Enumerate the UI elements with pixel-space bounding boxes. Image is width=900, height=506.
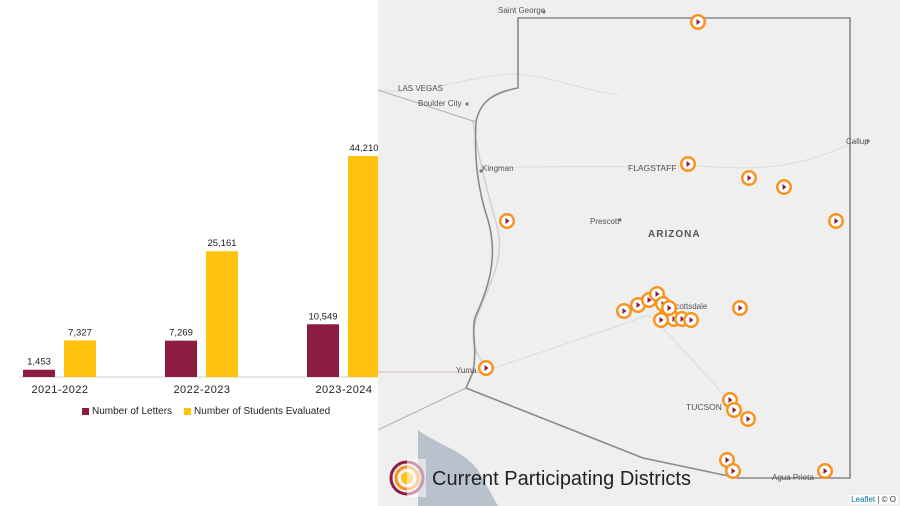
road-i8	[487, 314, 739, 411]
data-label: 1,453	[27, 357, 51, 368]
place-label: ARIZONA	[648, 229, 701, 240]
place-label: Kingman	[482, 164, 514, 173]
place-label: LAS VEGAS	[398, 84, 443, 93]
attribution-rest: | © O	[875, 495, 896, 504]
chart-legend: Number of Letters Number of Students Eva…	[82, 406, 330, 417]
map-title: Current Participating Districts	[432, 468, 691, 490]
district-marker-icon[interactable]	[661, 300, 677, 316]
district-marker-icon[interactable]	[726, 402, 742, 418]
state-border-nv	[378, 89, 477, 123]
data-label: 10,549	[308, 311, 337, 322]
leaflet-link[interactable]: Leaflet	[851, 495, 876, 504]
bar-chart-panel: 1,453 7,327 2021-2022 7,269 25,161 2022-2023 1…	[0, 118, 420, 428]
place-label: Saint George	[498, 6, 546, 15]
legend-item-letters: Number of Letters	[82, 406, 172, 417]
place-label: FLAGSTAFF	[628, 163, 677, 173]
map-attribution[interactable]: Leaflet | © O	[849, 495, 898, 504]
city-dot	[479, 169, 483, 173]
place-label: Boulder City	[418, 99, 462, 108]
district-marker-icon[interactable]	[616, 303, 632, 319]
district-marker-icon[interactable]	[817, 463, 833, 479]
city-dot	[618, 218, 622, 222]
mexico-border-west	[378, 387, 467, 431]
data-label: 25,161	[207, 238, 236, 249]
district-marker-icon[interactable]	[478, 360, 494, 376]
district-marker-icon[interactable]	[776, 179, 792, 195]
legend-swatch-letters	[82, 408, 89, 415]
category-label: 2023-2024	[315, 384, 372, 396]
road-i40	[487, 139, 859, 169]
place-label: Yuma	[456, 366, 477, 375]
category-label: 2022-2023	[173, 384, 230, 396]
data-label: 44,210	[349, 143, 378, 154]
map-canvas[interactable]: Saint George LAS VEGAS Boulder City Kingman…	[378, 0, 900, 506]
place-label: Agua Prieta	[772, 473, 814, 482]
data-label: 7,327	[68, 327, 92, 338]
gulf-water	[418, 430, 498, 506]
district-marker-icon[interactable]	[740, 411, 756, 427]
road-north	[378, 73, 619, 96]
bar-students-2023-2024	[348, 155, 380, 377]
district-marker-icon[interactable]	[499, 213, 515, 229]
district-marker-icon[interactable]	[683, 312, 699, 328]
bar-chart: 1,453 7,327 2021-2022 7,269 25,161 2022-2023 1…	[20, 143, 396, 396]
bar-students-2021-2022	[64, 340, 96, 377]
bar-letters-2022-2023	[165, 340, 197, 377]
district-marker-icon[interactable]	[680, 156, 696, 172]
map-background	[378, 0, 900, 506]
district-marker-icon[interactable]	[690, 14, 706, 30]
arizona-border	[464, 17, 851, 479]
legend-label-students: Number of Students Evaluated	[194, 406, 331, 417]
bar-letters-2021-2022	[23, 369, 55, 377]
district-logo-icon	[389, 459, 426, 497]
city-dot	[465, 102, 469, 106]
district-marker-icon[interactable]	[741, 170, 757, 186]
place-label: Prescott	[590, 217, 620, 226]
city-dot	[542, 10, 546, 14]
place-label: TUCSON	[686, 402, 722, 412]
category-label: 2021-2022	[31, 384, 88, 396]
district-marker-icon[interactable]	[828, 213, 844, 229]
bar-students-2022-2023	[206, 251, 238, 377]
legend-swatch-students	[184, 408, 192, 415]
arizona-map[interactable]: Saint George LAS VEGAS Boulder City Kingman…	[378, 0, 900, 506]
legend-label-letters: Number of Letters	[92, 406, 173, 417]
data-label: 7,269	[169, 328, 193, 339]
place-label: Scottsdale	[670, 302, 708, 311]
place-label: Callup	[846, 137, 869, 146]
bar-letters-2023-2024	[307, 324, 339, 377]
legend-item-students: Number of Students Evaluated	[184, 406, 330, 417]
city-dot	[866, 139, 870, 143]
district-marker-icon[interactable]	[732, 300, 748, 316]
district-marker-icon[interactable]	[725, 463, 741, 479]
district-marker-icon[interactable]	[653, 312, 669, 328]
